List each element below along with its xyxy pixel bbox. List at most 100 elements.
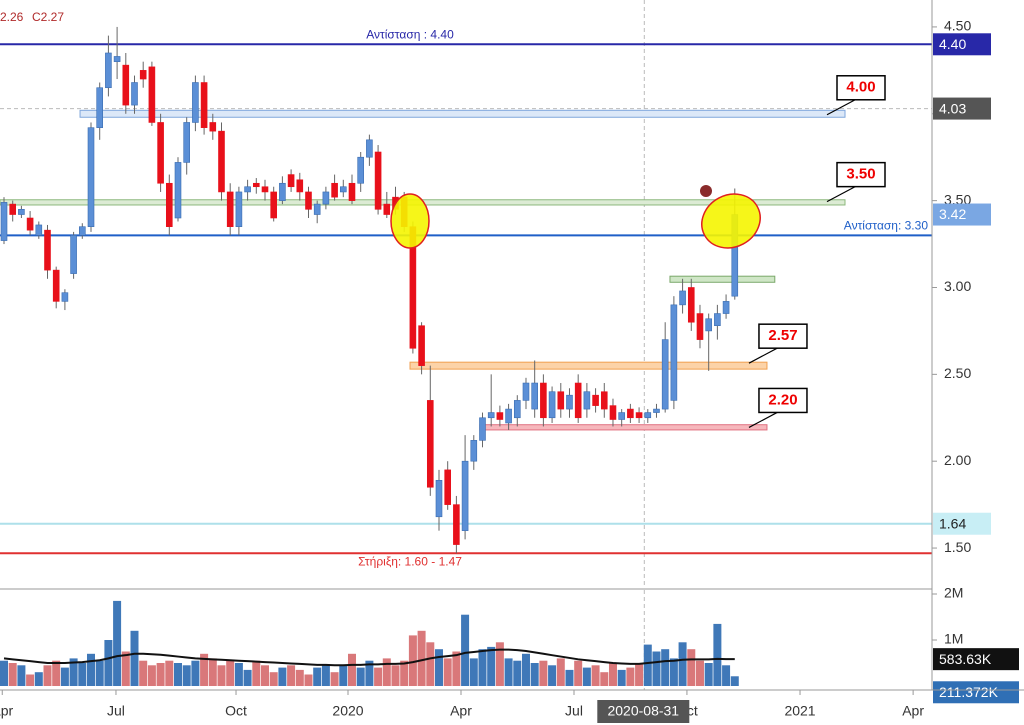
candle-body (52, 269, 60, 302)
candle-body (609, 405, 617, 420)
candle-body (287, 174, 295, 188)
candle-body (0, 202, 8, 241)
volume-bar (521, 653, 530, 686)
y-tick-label: 4.50 (944, 18, 971, 34)
candle-body (252, 182, 260, 188)
candle-body (435, 480, 443, 518)
volume-bar (434, 649, 443, 686)
zone (479, 424, 768, 431)
volume-bar (191, 660, 200, 686)
candle-body (583, 391, 591, 410)
x-tick-label: Jul (565, 703, 583, 719)
crosshair-badge-label: 4.03 (939, 100, 966, 116)
axis-badge-label: 211.372K (939, 684, 999, 700)
volume-bar (704, 662, 713, 686)
axis-badge (933, 681, 1019, 704)
volume-bar (226, 660, 235, 686)
volume-bar (252, 660, 261, 686)
callout-label: 2.20 (768, 391, 797, 408)
candle-body (305, 191, 312, 210)
volume-bar (8, 662, 17, 686)
candle-body (139, 70, 147, 80)
candle-body (722, 301, 730, 314)
axis-badge-label: 1.64 (939, 515, 966, 531)
volume-ma (3, 648, 735, 667)
volume-bar (669, 658, 678, 686)
x-tick-label: Apr (902, 703, 924, 719)
candle-body (261, 186, 269, 193)
candle-body (357, 156, 364, 184)
zone (409, 361, 768, 370)
volume-bar (478, 649, 487, 686)
volume-bar (43, 665, 52, 686)
candle-body (479, 417, 486, 441)
candle-body (383, 203, 391, 215)
volume-bar (0, 660, 9, 686)
candle-body (218, 130, 225, 193)
callout-label: 2.57 (768, 327, 797, 344)
candle-body (313, 203, 321, 215)
volume-bar (182, 665, 191, 686)
volume-bar (95, 660, 104, 686)
candle-body (453, 504, 460, 545)
level-label: Αντίσταση: 3.30 (844, 219, 929, 233)
volume-bar (365, 660, 374, 686)
candle-body (635, 412, 643, 419)
callout-pointer (748, 345, 782, 364)
volume-bar (469, 658, 478, 686)
volume-bar (60, 667, 69, 686)
candle-body (496, 412, 504, 420)
callout-pointer (748, 409, 782, 428)
axis-badge (933, 33, 991, 56)
callout-box (836, 75, 886, 101)
candle-body (61, 292, 69, 302)
candle-body (696, 313, 704, 340)
volume-bar (217, 665, 226, 686)
volume-bar (78, 662, 87, 686)
volume-bar (461, 614, 470, 686)
volume-bar (504, 658, 513, 686)
candle-body (87, 127, 95, 227)
candle-body (557, 391, 565, 410)
candle-body (296, 179, 304, 193)
candle-body (574, 382, 582, 419)
candle-body (157, 122, 164, 184)
candle-body (627, 408, 634, 419)
volume-bar (591, 665, 600, 686)
candle-body (26, 217, 34, 231)
candle-body (592, 394, 599, 406)
candle-body (531, 382, 538, 410)
volume-bar (356, 667, 365, 686)
x-tick-label: Jul (107, 703, 125, 719)
candle-body (461, 460, 469, 531)
candle-body (9, 203, 17, 215)
candle-body (44, 229, 51, 271)
candle-body (18, 209, 25, 215)
candle-body (226, 191, 234, 227)
level-label: Στήριξη: 1.60 - 1.47 (358, 554, 462, 568)
volume-bar (69, 658, 78, 686)
volume-bar (139, 660, 148, 686)
ohlc-header: C2.27 (32, 10, 64, 24)
candle-body (679, 290, 686, 306)
volume-bar (130, 630, 139, 686)
candle-body (165, 182, 173, 227)
volume-bar (661, 649, 670, 686)
candle-body (70, 235, 77, 274)
volume-bar (652, 651, 661, 686)
volume-bar (608, 662, 617, 686)
candle-body (235, 191, 243, 227)
level-label: Αντίσταση : 4.40 (366, 27, 454, 41)
volume-bar (330, 672, 339, 686)
candle-body (279, 182, 286, 201)
volume-bar (530, 662, 539, 686)
axis-badge-label: 3.42 (939, 206, 966, 222)
volume-bar (687, 649, 696, 686)
volume-bar (417, 630, 426, 686)
volume-bar (104, 640, 113, 686)
callout-box (758, 323, 808, 349)
axis-badge (933, 203, 991, 226)
volume-bar (113, 600, 122, 686)
y-tick-label: 3.00 (944, 278, 971, 294)
axis-badge-label: 583.63K (939, 651, 992, 667)
